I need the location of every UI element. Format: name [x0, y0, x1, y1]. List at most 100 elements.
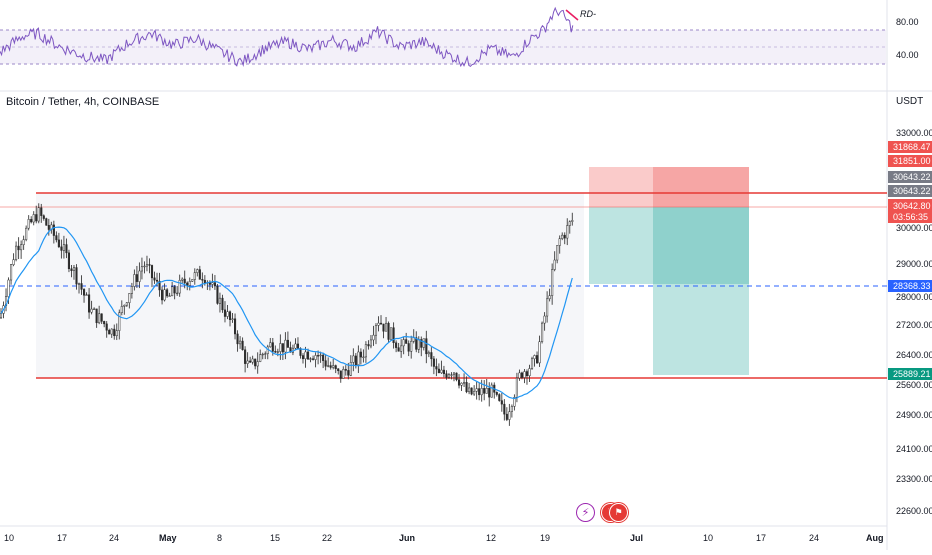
candle-body [344, 369, 347, 371]
candle [88, 288, 91, 319]
candle-body [161, 289, 164, 301]
candle-body [221, 297, 224, 311]
candle [495, 391, 498, 397]
short-position-stop-zone[interactable] [589, 167, 749, 207]
candle [40, 203, 43, 223]
candle [213, 275, 216, 290]
candle-body [234, 318, 237, 335]
short-position-2-stop-zone[interactable] [653, 167, 749, 207]
candle-body [571, 220, 574, 222]
candle-body [198, 269, 201, 280]
rsi-pane: RD- 80.00 40.00 [0, 6, 919, 68]
time-axis[interactable]: 10 17 24 May 8 15 22 Jun 12 19 Jul 10 17… [4, 533, 884, 543]
candle [20, 240, 23, 259]
candle-body [322, 354, 325, 361]
candle [259, 349, 262, 363]
candle-body [213, 282, 216, 287]
price-unit-label[interactable]: USDT [896, 96, 924, 107]
candle [533, 354, 536, 367]
candle-body [128, 293, 131, 304]
candle-body [395, 342, 398, 348]
candle [98, 305, 101, 325]
candle [425, 330, 428, 364]
candle-body [450, 374, 453, 376]
candle [397, 342, 400, 352]
candle [319, 351, 322, 363]
price-tick-label: 24900.00 [896, 410, 932, 420]
candle-body [536, 355, 539, 364]
candle-body [392, 327, 395, 344]
candle-body [10, 264, 13, 281]
rsi-line-layer [0, 6, 574, 68]
candle-body [269, 342, 272, 348]
candle-body [158, 280, 161, 291]
candle-body [0, 313, 3, 319]
candle [57, 232, 60, 249]
candle [317, 350, 320, 365]
candle-body [468, 387, 471, 393]
candle [470, 387, 473, 396]
candle-body [520, 372, 524, 378]
candle [294, 338, 297, 350]
candle-body [281, 343, 284, 353]
candle [551, 263, 554, 305]
candle-body [271, 342, 274, 352]
candle [138, 262, 141, 289]
candle [352, 348, 355, 372]
candle [176, 286, 179, 296]
candle [359, 348, 362, 365]
chart-title[interactable]: Bitcoin / Tether, 4h, COINBASE [6, 96, 160, 108]
candle-body [374, 325, 378, 336]
price-tick-label: 24100.00 [896, 444, 932, 454]
candle-body [400, 345, 403, 352]
candle-body [528, 368, 531, 377]
candle [518, 369, 521, 381]
price-pane[interactable] [0, 167, 887, 426]
candle [523, 368, 526, 384]
candle-body [551, 269, 554, 296]
candle [22, 235, 25, 250]
candle [405, 332, 408, 344]
candle [500, 392, 503, 412]
candle-body [301, 355, 305, 360]
candle [392, 322, 395, 349]
candle-body [7, 279, 10, 297]
short-position-2-target-zone[interactable] [653, 207, 749, 375]
price-axis[interactable]: 33000.00 30000.00 29000.00 28000.00 2720… [896, 128, 932, 516]
candle [201, 272, 204, 289]
candle [30, 216, 33, 224]
candle-body [488, 387, 491, 398]
candle [457, 374, 461, 389]
candle [337, 368, 340, 375]
candle [520, 371, 524, 380]
moving-average-line [0, 226, 573, 400]
short-position-target-zone[interactable] [589, 207, 749, 284]
candle [513, 394, 516, 411]
price-tick-label: 29000.00 [896, 259, 932, 269]
candle-body [35, 214, 38, 222]
candle [128, 293, 131, 309]
candle-body [249, 360, 252, 363]
candle-body [390, 327, 393, 340]
candle-body [538, 341, 541, 364]
candle [558, 235, 561, 254]
price-tick-label: 27200.00 [896, 320, 932, 330]
candle-body [475, 388, 478, 392]
bolt-icon[interactable]: ⚡ [576, 503, 595, 522]
candle-body [153, 277, 156, 281]
stop-price-badge [888, 155, 932, 167]
candle-body [402, 339, 405, 347]
us-flag-icon[interactable]: ⚑ [609, 503, 628, 522]
candle [508, 403, 511, 426]
economic-events[interactable]: ⚑ ⚑ [601, 503, 628, 522]
candle [369, 335, 372, 349]
candle-body [145, 264, 149, 267]
candle-body [523, 371, 526, 378]
candle [362, 349, 365, 363]
candle-body [442, 369, 445, 374]
time-tick-label: Jun [399, 533, 415, 543]
candle-body [103, 321, 106, 325]
price-tick-label: 22600.00 [896, 506, 932, 516]
